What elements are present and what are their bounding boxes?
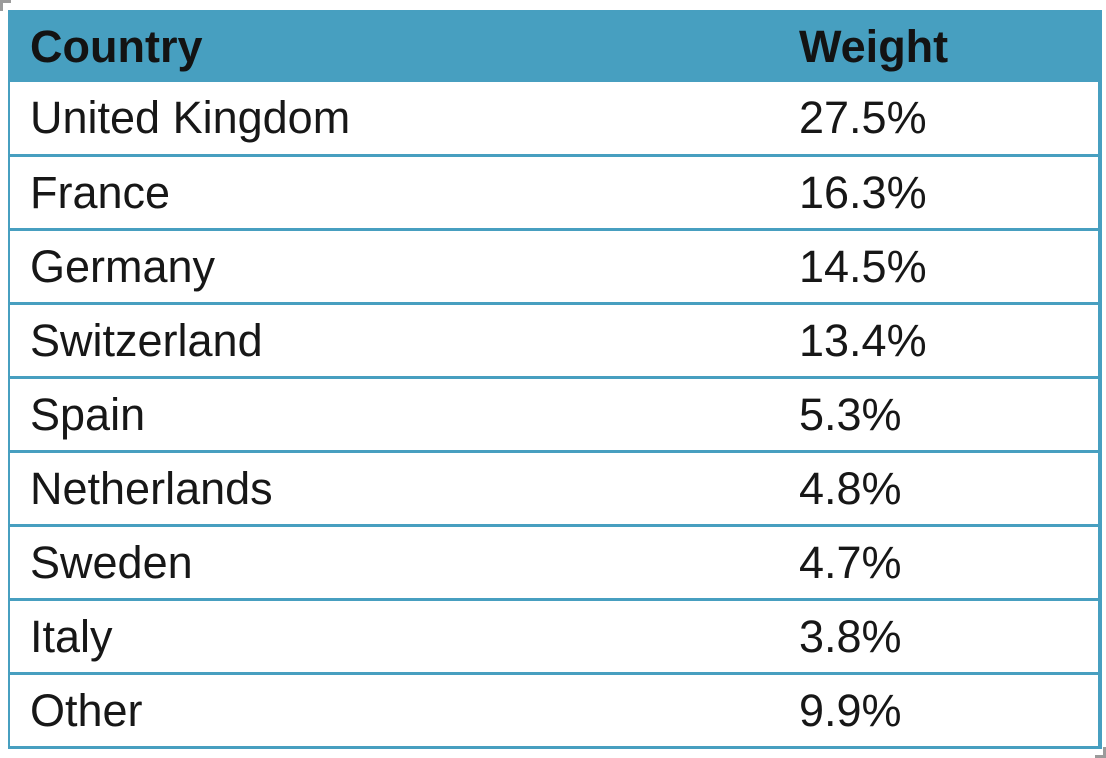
- country-cell: Italy: [9, 598, 779, 674]
- weight-cell: 14.5%: [779, 228, 1100, 304]
- weight-cell: 4.8%: [779, 450, 1100, 526]
- weight-cell: 9.9%: [779, 672, 1100, 748]
- table-row: Germany 14.5%: [9, 228, 1100, 304]
- weight-cell: 5.3%: [779, 376, 1100, 452]
- table-row: United Kingdom 27.5%: [9, 82, 1100, 156]
- country-cell: Spain: [9, 376, 779, 452]
- table-row: Switzerland 13.4%: [9, 302, 1100, 378]
- country-cell: France: [9, 154, 779, 230]
- table-row: Other 9.9%: [9, 672, 1100, 748]
- weight-cell: 13.4%: [779, 302, 1100, 378]
- weight-cell: 16.3%: [779, 154, 1100, 230]
- country-cell: Netherlands: [9, 450, 779, 526]
- table-row: Italy 3.8%: [9, 598, 1100, 674]
- country-cell: Switzerland: [9, 302, 779, 378]
- crop-mark-top-left: [0, 0, 11, 11]
- weight-cell: 27.5%: [799, 91, 927, 143]
- country-cell: Germany: [9, 228, 779, 304]
- table-row: Spain 5.3%: [9, 376, 1100, 452]
- table-row: Sweden 4.7%: [9, 524, 1100, 600]
- weight-cell: 4.7%: [779, 524, 1100, 600]
- column-header-country: Country: [30, 21, 203, 73]
- column-header-weight: Weight: [799, 21, 949, 73]
- weight-cell: 3.8%: [779, 598, 1100, 674]
- country-cell: Other: [9, 672, 779, 748]
- country-weight-table: Country Weight United Kingdom 27.5% Fran…: [8, 10, 1102, 749]
- country-cell: Sweden: [9, 524, 779, 600]
- country-cell: United Kingdom: [30, 91, 351, 143]
- crop-mark-bottom-right: [1095, 747, 1106, 758]
- table-header-row: Country Weight: [9, 11, 1100, 82]
- table-row: France 16.3%: [9, 154, 1100, 230]
- table-row: Netherlands 4.8%: [9, 450, 1100, 526]
